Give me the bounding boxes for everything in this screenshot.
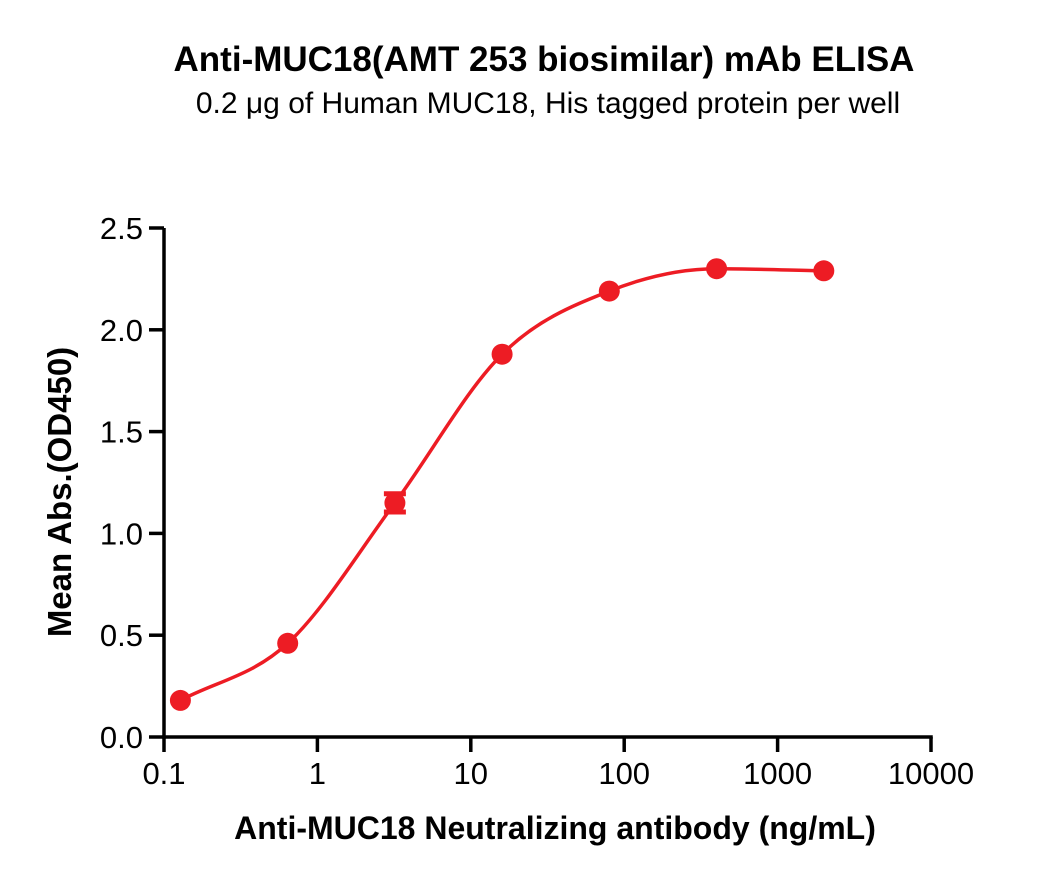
x-tick-label: 100 [598, 756, 650, 791]
x-tick-label: 10000 [888, 756, 974, 791]
y-tick-label: 0.0 [100, 720, 143, 755]
chart-title: Anti-MUC18(AMT 253 biosimilar) mAb ELISA [173, 40, 915, 79]
fit-curve [178, 266, 826, 703]
y-tick-label: 1.0 [100, 516, 143, 551]
data-point [384, 492, 406, 514]
y-tick-label: 2.0 [100, 313, 143, 348]
x-tick-label: 0.1 [142, 756, 185, 791]
data-point [706, 258, 728, 280]
x-tick-label: 10 [454, 756, 488, 791]
y-tick-label: 0.5 [100, 618, 143, 653]
data-point [598, 280, 620, 302]
x-tick-label: 1 [309, 756, 326, 791]
data-point [813, 260, 835, 282]
data-point [491, 343, 513, 365]
x-tick-label: 1000 [743, 756, 812, 791]
data-point [277, 632, 299, 654]
data-point [169, 689, 191, 711]
x-axis-title: Anti-MUC18 Neutralizing antibody (ng/mL) [234, 810, 876, 846]
y-tick-label: 2.5 [100, 211, 143, 246]
y-tick-label: 1.5 [100, 415, 143, 450]
chart-subtitle: 0.2 μg of Human MUC18, His tagged protei… [195, 87, 901, 120]
